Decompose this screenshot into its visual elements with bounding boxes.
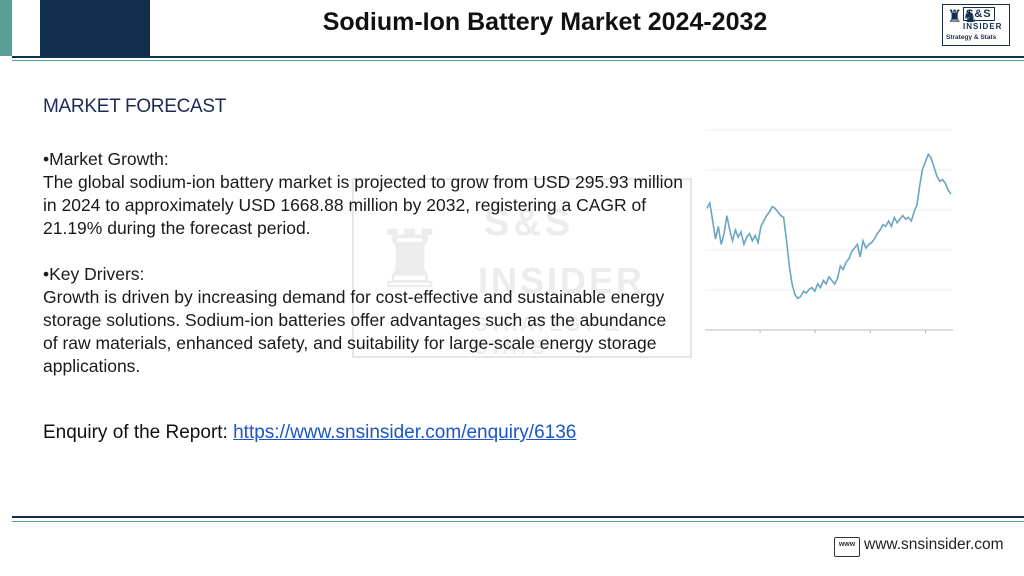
- key-drivers-title: •Key Drivers:: [43, 264, 145, 284]
- enquiry-link[interactable]: https://www.snsinsider.com/enquiry/6136: [233, 422, 577, 443]
- company-logo: ♜♞ S&S INSIDER Strategy & Stats: [942, 4, 1010, 46]
- market-growth-title: •Market Growth:: [43, 149, 169, 169]
- series-line: [706, 152, 952, 300]
- header-divider-accent: [12, 60, 1024, 61]
- market-growth-block: •Market Growth: The global sodium-ion ba…: [43, 148, 683, 240]
- footer-website[interactable]: www.snsinsider.com: [864, 536, 1004, 553]
- footer-divider: [12, 516, 1024, 518]
- accent-bar-left: [0, 0, 12, 56]
- market-growth-text: The global sodium-ion battery market is …: [43, 172, 684, 238]
- market-trend-chart: [705, 129, 953, 333]
- footer-divider-accent: [12, 521, 1024, 522]
- accent-block: [40, 0, 150, 56]
- logo-name: INSIDER: [963, 22, 1003, 31]
- enquiry-line: Enquiry of the Report: https://www.snsin…: [43, 422, 576, 444]
- logo-tagline: Strategy & Stats: [946, 34, 997, 41]
- key-drivers-text: Growth is driven by increasing demand fo…: [43, 287, 667, 376]
- section-heading: MARKET FORECAST: [43, 96, 227, 117]
- page-title: Sodium-Ion Battery Market 2024-2032: [322, 8, 768, 36]
- key-drivers-block: •Key Drivers: Growth is driven by increa…: [43, 263, 683, 378]
- logo-mark: S&S: [963, 7, 995, 21]
- chess-watermark-icon: ♜: [374, 215, 446, 304]
- watermark-logo: ♜ S&S INSIDER STRATEGY & STATS: [352, 178, 692, 359]
- watermark-name: INSIDER: [478, 260, 646, 301]
- watermark-tagline: STRATEGY & STATS: [474, 314, 622, 359]
- header-divider: [12, 56, 1024, 58]
- enquiry-label: Enquiry of the Report:: [43, 422, 228, 443]
- chart-grid: [705, 129, 953, 331]
- chart-axis: [759, 330, 926, 333]
- watermark-mark: S&S: [484, 202, 575, 244]
- www-icon: www: [834, 537, 860, 557]
